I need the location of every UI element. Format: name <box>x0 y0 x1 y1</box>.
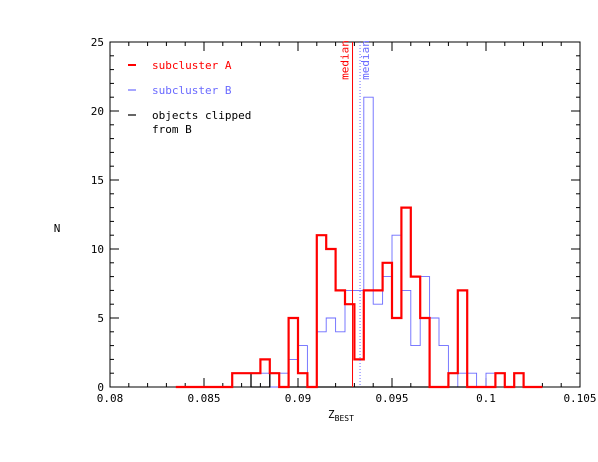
x-tick-label: 0.1 <box>476 392 496 405</box>
y-tick-label: 15 <box>91 174 104 187</box>
median-label: median <box>359 40 372 80</box>
legend-label: subcluster B <box>152 84 232 97</box>
series-layer <box>175 96 543 389</box>
x-tick-label: 0.08 <box>97 392 124 405</box>
y-tick-label: 25 <box>91 36 104 49</box>
histogram-series-subcluster-b <box>175 96 543 388</box>
x-axis-label: ZBEST <box>328 408 354 423</box>
histogram-series-objects-clipped-from-b <box>175 372 543 388</box>
y-tick-label: 0 <box>97 381 104 394</box>
x-axis-label-main: Z <box>328 408 335 421</box>
x-tick-label: 0.09 <box>285 392 312 405</box>
x-tick-label: 0.095 <box>375 392 408 405</box>
y-tick-label: 10 <box>91 243 104 256</box>
x-axis: 0.08 0.085 0.09 0.095 0.1 0.105 <box>97 42 597 405</box>
median-lines: median median <box>339 40 372 387</box>
x-tick-label: 0.085 <box>187 392 220 405</box>
legend-label: objects clipped <box>152 109 251 122</box>
x-tick-label: 0.105 <box>563 392 596 405</box>
y-tick-label: 20 <box>91 105 104 118</box>
y-axis-label: N <box>54 222 61 235</box>
histogram-series-subcluster-a <box>175 206 543 389</box>
legend: subcluster A subcluster B objects clippedf… <box>128 59 251 136</box>
y-tick-label: 5 <box>97 312 104 325</box>
median-label: median <box>339 40 352 80</box>
y-axis: 0 5 10 15 20 25 <box>91 36 580 394</box>
legend-label: subcluster A <box>152 59 232 72</box>
x-axis-label-subscript: BEST <box>335 414 354 423</box>
legend-label: from B <box>152 123 192 136</box>
